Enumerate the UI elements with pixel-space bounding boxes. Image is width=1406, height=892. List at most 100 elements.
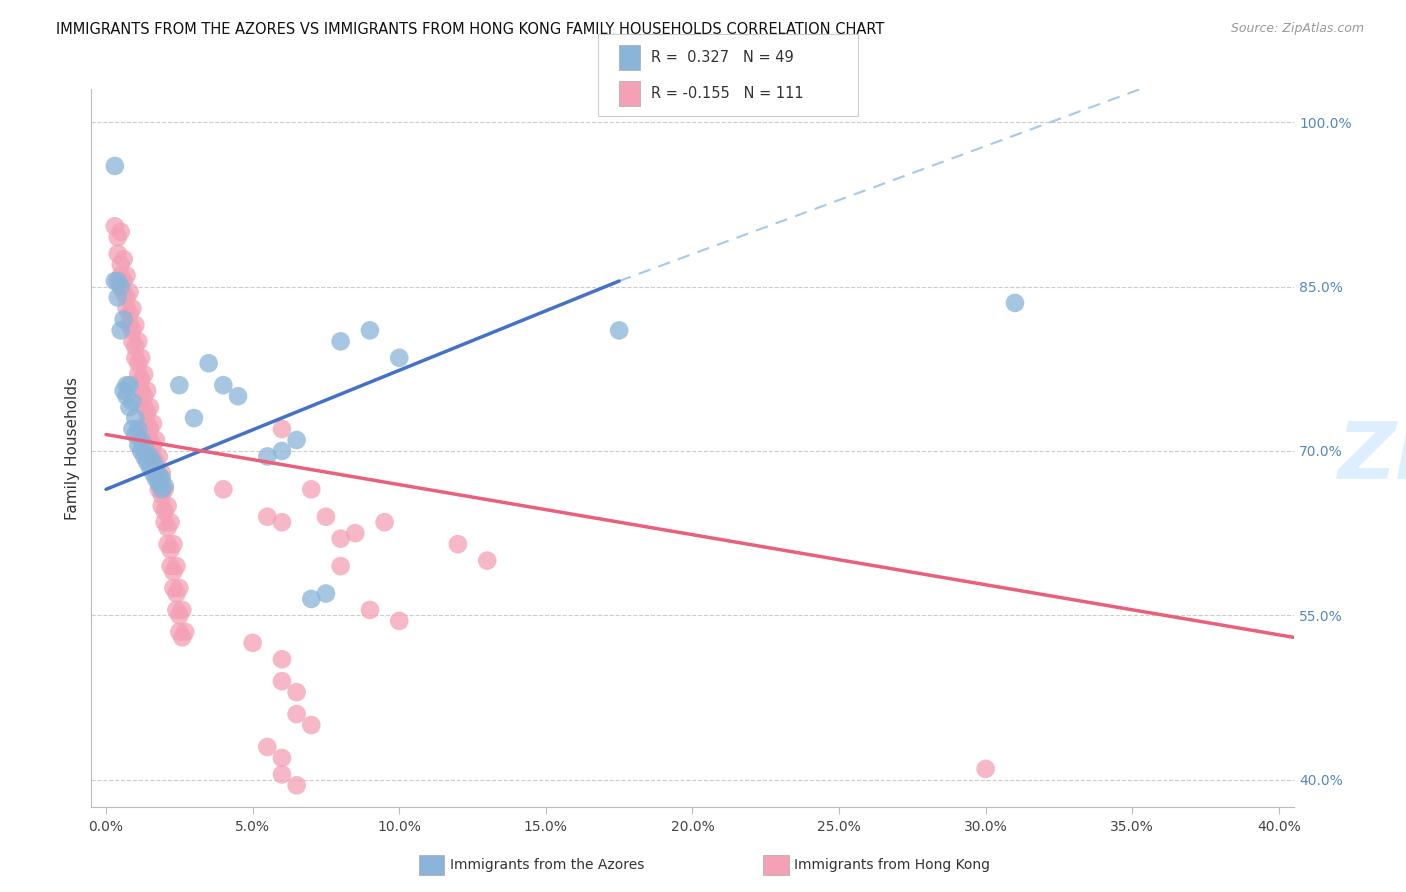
Point [139,400,162,414]
Point [169,608,191,623]
Point [118,378,141,392]
Point [271,674,294,689]
Point [447,537,470,551]
Point [121,323,143,337]
Point [145,466,167,480]
Point [212,483,235,497]
Point [110,279,132,293]
Point [359,603,381,617]
Point [285,685,308,699]
Point [134,368,156,382]
Point [142,466,165,480]
Point [110,225,132,239]
Text: ZIP: ZIP [1337,417,1406,495]
Point [388,614,411,628]
Point [134,400,156,414]
Point [271,444,294,458]
Text: R = -0.155   N = 111: R = -0.155 N = 111 [651,87,804,101]
Point [256,450,278,464]
Point [148,468,170,483]
Point [169,378,191,392]
Point [134,450,156,464]
Point [112,384,135,398]
Point [136,455,159,469]
Point [118,318,141,332]
Point [165,559,187,574]
Point [107,274,129,288]
Point [156,521,179,535]
Point [127,438,149,452]
Point [127,356,149,370]
Point [139,433,162,447]
Point [285,433,308,447]
Point [374,515,396,529]
Point [1004,296,1026,310]
Point [162,565,184,579]
Point [129,351,152,365]
Point [388,351,411,365]
Point [124,340,146,354]
Point [104,159,127,173]
Point [165,603,187,617]
Point [271,767,294,781]
Point [169,581,191,595]
Point [107,230,129,244]
Point [121,394,143,409]
Point [315,509,337,524]
Point [150,483,173,497]
Point [153,483,176,497]
Point [118,307,141,321]
Point [148,471,170,485]
Point [165,586,187,600]
Point [150,466,173,480]
Point [110,258,132,272]
Point [477,553,499,567]
Point [329,532,352,546]
Point [256,509,278,524]
Text: Source: ZipAtlas.com: Source: ZipAtlas.com [1230,22,1364,36]
Point [134,389,156,403]
Point [226,389,249,403]
Point [139,422,162,436]
Point [145,455,167,469]
Point [139,450,162,464]
Point [156,537,179,551]
Point [139,460,162,475]
Y-axis label: Family Households: Family Households [65,376,80,520]
Point [124,411,146,425]
Point [271,422,294,436]
Point [115,389,138,403]
Point [212,378,235,392]
Point [136,406,159,420]
Point [329,334,352,349]
Point [315,586,337,600]
Point [112,312,135,326]
Point [150,471,173,485]
Point [153,504,176,518]
Point [115,291,138,305]
Point [159,542,181,557]
Point [153,479,176,493]
Point [107,291,129,305]
Point [197,356,219,370]
Point [112,252,135,266]
Point [142,438,165,452]
Point [107,246,129,260]
Point [115,378,138,392]
Point [159,515,181,529]
Point [127,422,149,436]
Point [136,417,159,431]
Point [121,422,143,436]
Point [136,450,159,464]
Point [148,483,170,497]
Point [124,351,146,365]
Point [148,450,170,464]
Point [142,417,165,431]
Point [110,268,132,283]
Point [142,450,165,464]
Point [129,433,152,447]
Point [115,301,138,316]
Text: R =  0.327   N = 49: R = 0.327 N = 49 [651,50,794,64]
Point [127,368,149,382]
Point [344,526,367,541]
